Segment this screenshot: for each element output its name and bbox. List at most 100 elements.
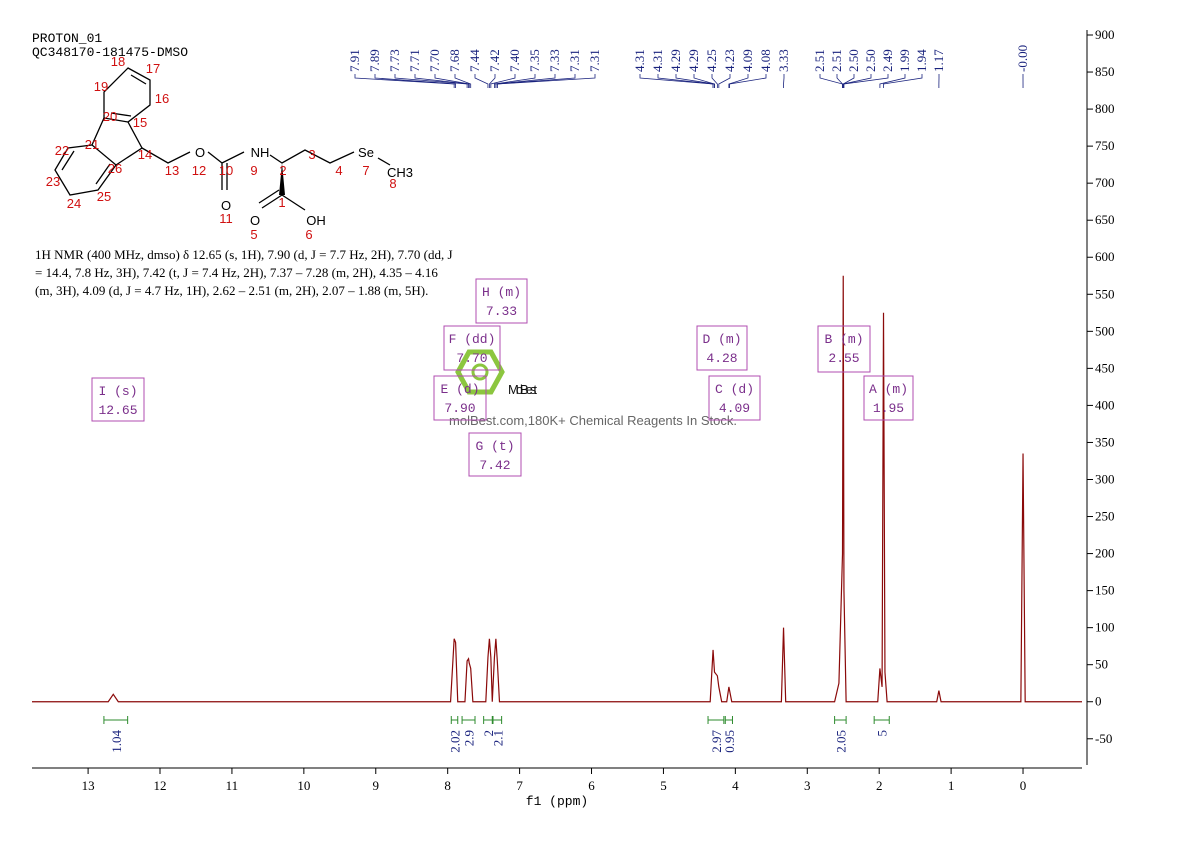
y-tick-label: 250 — [1095, 509, 1115, 524]
peak-label: 7.44 — [467, 49, 482, 72]
peak-connector — [711, 74, 718, 88]
peak-label: 2.49 — [880, 49, 895, 72]
y-tick-label: 900 — [1095, 27, 1115, 42]
atom-number: 1 — [278, 195, 285, 210]
peak-label: 1.99 — [897, 49, 912, 72]
peak-connector — [842, 74, 872, 88]
atom-label: OH — [306, 213, 326, 228]
atom-number: 22 — [55, 143, 69, 158]
peak-connector — [454, 74, 472, 88]
peak-label: 4.25 — [704, 49, 719, 72]
y-tick-label: 750 — [1095, 138, 1115, 153]
header-line: QC348170-181475-DMSO — [32, 45, 188, 60]
atom-number: 13 — [165, 163, 179, 178]
peak-label: 7.31 — [567, 49, 582, 72]
peak-connector — [836, 74, 843, 88]
x-tick-label: 10 — [297, 778, 310, 793]
y-tick-label: 550 — [1095, 286, 1115, 301]
atom-number: 12 — [192, 163, 206, 178]
peak-connector — [639, 74, 714, 88]
peak-label: 7.89 — [367, 49, 382, 72]
atom-number: 15 — [133, 115, 147, 130]
multiplet-label: A (m) — [869, 382, 908, 397]
integral-value: 2.9 — [462, 730, 477, 746]
peak-label: 7.40 — [507, 49, 522, 72]
atom-number: 10 — [219, 163, 233, 178]
multiplet-box — [475, 278, 528, 324]
x-tick-label: 11 — [226, 778, 239, 793]
y-tick-label: 500 — [1095, 323, 1115, 338]
peak-label: 4.29 — [686, 49, 701, 72]
y-tick-label: 450 — [1095, 360, 1115, 375]
integral-value: 2 — [481, 730, 496, 737]
atom-number: 4 — [335, 163, 342, 178]
watermark-text: molBest.com,180K+ Chemical Reagents In S… — [449, 413, 737, 428]
multiplet-box — [468, 432, 522, 477]
multiplet-box — [443, 325, 501, 371]
integral-bracket — [461, 716, 476, 724]
atom-label: O — [221, 198, 231, 213]
peak-label: 2.50 — [846, 49, 861, 72]
peak-label: 2.51 — [812, 49, 827, 72]
atom-number: 9 — [250, 163, 257, 178]
y-tick-label: 800 — [1095, 101, 1115, 116]
peak-label: 2.51 — [829, 49, 844, 72]
multiplet-shift: 7.90 — [444, 401, 475, 416]
peak-connector — [490, 74, 516, 88]
atom-number: 3 — [308, 147, 315, 162]
atom-label: Se — [358, 145, 374, 160]
integral-bracket — [707, 716, 725, 724]
integral-bracket — [834, 716, 847, 724]
spectrum-line — [32, 275, 1082, 703]
y-tick-label: 0 — [1095, 694, 1102, 709]
multiplet-shift: 2.55 — [828, 351, 859, 366]
y-tick-label: 50 — [1095, 657, 1108, 672]
y-tick-label: 650 — [1095, 212, 1115, 227]
peak-label: 4.31 — [650, 49, 665, 72]
peak-connector — [414, 74, 469, 88]
peak-connector — [394, 74, 468, 88]
integral-value: 2.1 — [490, 730, 505, 746]
multiplet-shift: 1.95 — [873, 401, 904, 416]
integral-bracket — [492, 716, 503, 724]
atom-number: 5 — [250, 227, 257, 242]
y-tick-label: -50 — [1095, 731, 1112, 746]
peak-label: 7.68 — [447, 49, 462, 72]
multiplet-label: I (s) — [98, 384, 137, 399]
x-tick-label: 13 — [82, 778, 95, 793]
atom-number: 19 — [94, 79, 108, 94]
atom-number: 2 — [279, 163, 286, 178]
y-tick-label: 200 — [1095, 546, 1115, 561]
atom-number: 17 — [146, 61, 160, 76]
header-line: PROTON_01 — [32, 31, 102, 46]
peak-label: 4.23 — [722, 49, 737, 72]
integral-value: 2.02 — [448, 730, 463, 753]
integral-bracket — [724, 716, 733, 724]
peak-connector — [496, 74, 596, 88]
y-tick-label: 150 — [1095, 583, 1115, 598]
y-tick-label: 100 — [1095, 620, 1115, 635]
x-tick-label: 9 — [373, 778, 380, 793]
integral-value: 2.05 — [833, 730, 848, 753]
peak-label: 7.73 — [387, 49, 402, 72]
peak-label: 4.08 — [758, 49, 773, 72]
peak-connector — [496, 74, 576, 88]
multiplet-label: D (m) — [702, 332, 741, 347]
multiplet-box — [817, 325, 871, 373]
watermark-logo: MolBest — [508, 382, 537, 397]
atom-label: O — [250, 213, 260, 228]
peak-connector — [819, 74, 843, 88]
logo-icon-dot — [471, 363, 489, 381]
peak-connector — [354, 74, 455, 88]
atom-number: 6 — [305, 227, 312, 242]
multiplet-shift: 7.70 — [456, 351, 487, 366]
peak-label: 4.29 — [668, 49, 683, 72]
peak-label: 4.09 — [740, 49, 755, 72]
description: 1H NMR (400 MHz, dmso) δ 12.65 (s, 1H), … — [35, 247, 453, 298]
logo-icon — [455, 349, 505, 395]
multiplet-box — [696, 325, 748, 371]
atom-label: NH — [251, 145, 270, 160]
peak-connector — [657, 74, 714, 88]
x-tick-label: 3 — [804, 778, 811, 793]
